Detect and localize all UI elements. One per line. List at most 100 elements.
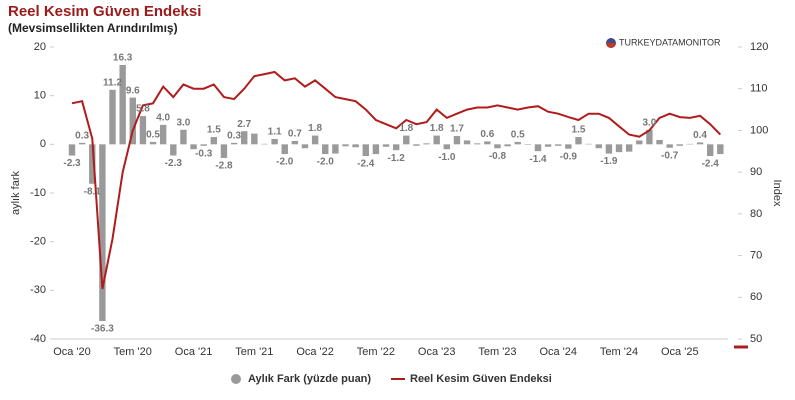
bar: [281, 144, 288, 155]
bar: [717, 144, 724, 155]
y2-axis-label: Index: [771, 180, 783, 207]
bar: [484, 141, 491, 145]
y2-tick-label: 120: [750, 41, 768, 53]
bar: [615, 144, 623, 153]
bar: [413, 144, 420, 146]
bar: [555, 144, 562, 146]
y2-tick-label: 80: [750, 208, 762, 220]
bar: [109, 89, 116, 145]
bar: [585, 143, 592, 145]
value-label: -2.0: [317, 157, 335, 168]
value-label: -1.0: [438, 152, 456, 163]
x-tick-label: Oca '22: [296, 346, 334, 358]
bar: [200, 144, 207, 146]
bar: [311, 135, 319, 145]
bar: [322, 144, 329, 155]
value-label: 1.1: [268, 127, 282, 138]
bar: [575, 137, 582, 145]
bar: [251, 133, 258, 145]
bar: [382, 144, 390, 147]
value-label: -2.0: [276, 157, 294, 168]
bar: [342, 144, 349, 147]
y2-tick-label: 50: [750, 333, 762, 345]
bar: [129, 97, 136, 145]
x-tick-label: Oca '20: [53, 346, 91, 358]
chart-subtitle: (Mevsimsellikten Arındırılmış): [8, 21, 178, 35]
legend-label: Aylık Fark (yüzde puan): [248, 373, 371, 385]
x-tick-label: Tem '24: [600, 346, 638, 358]
value-label: 11.2: [103, 77, 122, 88]
x-tick-label: Tem '23: [478, 346, 516, 358]
value-label: -2.3: [165, 158, 183, 169]
bar: [68, 144, 76, 156]
value-label: -2.8: [215, 161, 233, 172]
bar: [605, 144, 613, 154]
bar: [494, 144, 501, 149]
bar: [666, 144, 673, 148]
y-tick-label: 20: [34, 41, 46, 53]
bar: [210, 137, 218, 145]
x-tick-label: Oca '25: [661, 346, 699, 358]
bar: [706, 144, 714, 157]
value-label: 0.3: [227, 131, 241, 142]
bar: [332, 144, 339, 154]
y-tick-label: 10: [34, 90, 46, 102]
y-tick-label: -40: [30, 333, 46, 345]
bar: [230, 142, 238, 145]
y-tick-label: -30: [30, 284, 46, 296]
x-tick-label: Oca '23: [418, 346, 456, 358]
value-label: 0.6: [480, 129, 494, 140]
value-label: 5.8: [136, 104, 150, 115]
bar: [656, 139, 663, 145]
x-tick-label: Oca '24: [539, 346, 577, 358]
x-tick-label: Tem '20: [114, 346, 152, 358]
value-label: 1.8: [399, 123, 413, 134]
value-label: 3.0: [642, 117, 656, 128]
value-label: 3.0: [176, 117, 190, 128]
value-label: 1.8: [308, 123, 322, 134]
value-label: -2.4: [357, 159, 375, 170]
bar: [474, 143, 481, 145]
value-label: 1.5: [572, 125, 586, 136]
bar: [514, 141, 521, 145]
bar: [504, 144, 511, 147]
value-label: 0.3: [75, 131, 89, 142]
value-label: 0.4: [693, 130, 707, 141]
bar: [524, 144, 532, 145]
value-label: -0.7: [661, 150, 679, 161]
y2-tick-label: 60: [750, 291, 762, 303]
bar: [463, 140, 471, 145]
y-axis-label: aylık fark: [10, 170, 22, 215]
value-label: 4.0: [156, 113, 170, 124]
bar: [261, 143, 268, 145]
y2-tick-label: 70: [750, 249, 762, 261]
value-label: -1.2: [388, 153, 406, 164]
value-label: -0.3: [195, 148, 213, 159]
bar: [372, 144, 380, 155]
bar: [646, 129, 653, 145]
value-label: 9.6: [126, 85, 140, 96]
bar: [636, 140, 643, 145]
bar: [291, 140, 299, 145]
y2-tick-label: 90: [750, 166, 762, 178]
bar: [595, 144, 602, 149]
bar: [271, 138, 278, 145]
index-line: [71, 70, 722, 290]
value-label: 2.7: [237, 119, 251, 130]
value-label: -2.4: [702, 159, 720, 170]
bar: [99, 144, 106, 321]
bar: [392, 144, 400, 151]
bar: [423, 143, 430, 145]
bar: [686, 143, 694, 145]
bar: [565, 144, 572, 149]
bar: [241, 131, 248, 145]
chart-title: Reel Kesim Güven Endeksi: [8, 3, 201, 20]
bar: [89, 144, 96, 184]
bar: [301, 144, 309, 149]
y-tick-label: 0: [40, 138, 46, 150]
bar: [433, 135, 440, 145]
legend-swatch: [231, 374, 241, 384]
value-label: -36.3: [91, 324, 114, 335]
x-tick-label: Oca '21: [175, 346, 213, 358]
bar: [220, 144, 228, 158]
